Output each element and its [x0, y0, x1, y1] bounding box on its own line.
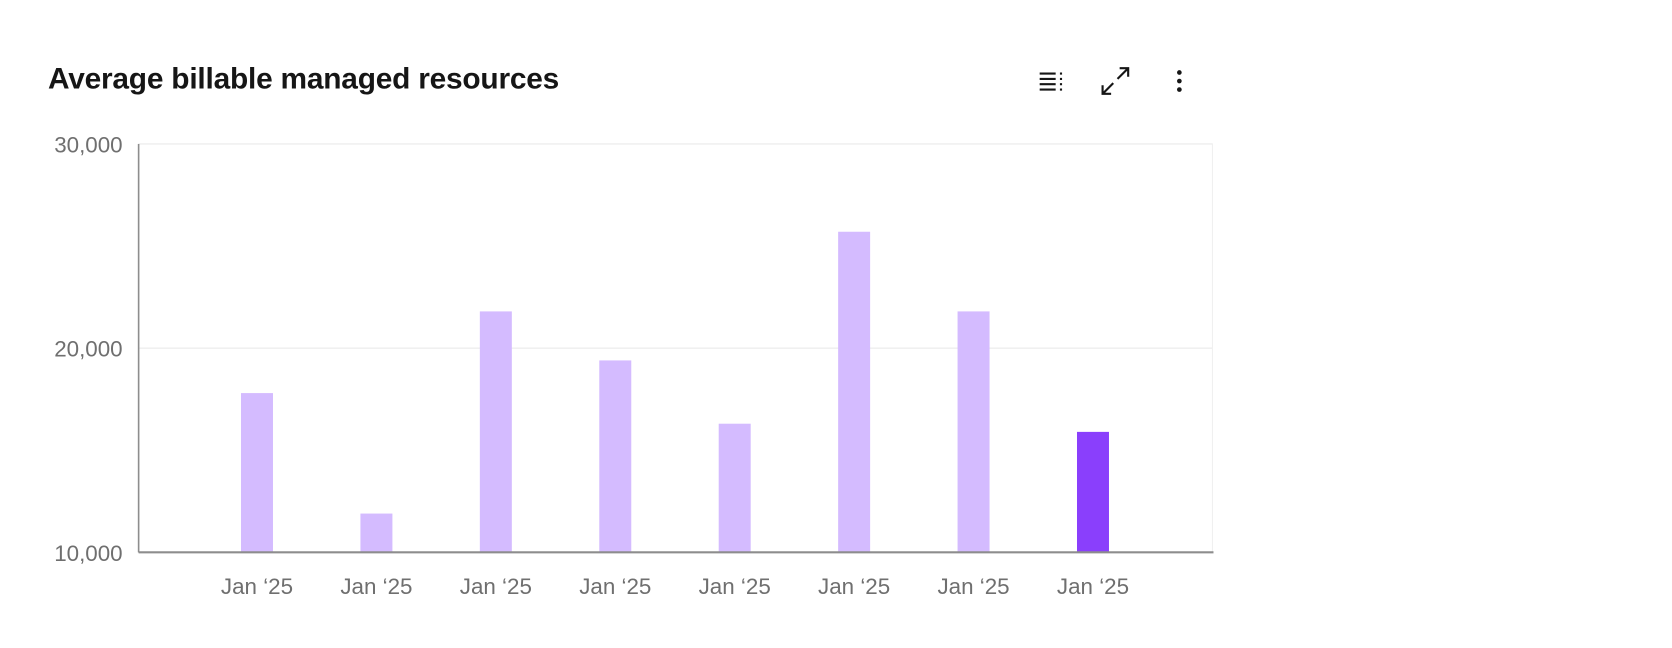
x-tick-label: Jan ‘25: [460, 574, 532, 599]
y-tick-label: 20,000: [54, 337, 122, 362]
show-table-button[interactable]: [1032, 62, 1070, 100]
bar: [479, 311, 512, 553]
maximize-icon: [1101, 67, 1130, 95]
data-table-icon: [1039, 72, 1063, 91]
bar: [1076, 431, 1109, 553]
bar: [360, 513, 393, 553]
x-tick-label: Jan ‘25: [579, 574, 651, 599]
overflow-menu-vertical-icon: [1177, 70, 1182, 92]
x-tick-label: Jan ‘25: [221, 574, 293, 599]
bar: [599, 360, 632, 553]
y-tick-label: 10,000: [54, 541, 122, 566]
x-tick-label: Jan ‘25: [699, 574, 771, 599]
overflow-menu-button[interactable]: [1160, 62, 1198, 100]
x-tick-label: Jan ‘25: [818, 574, 890, 599]
bar: [718, 423, 751, 553]
bar: [240, 393, 273, 553]
chart-title: Average billable managed resources: [47, 61, 560, 95]
x-tick-label: Jan ‘25: [1057, 574, 1129, 599]
expand-button[interactable]: [1096, 62, 1134, 100]
y-tick-label: 30,000: [54, 132, 122, 157]
x-tick-label: Jan ‘25: [340, 574, 412, 599]
bar: [838, 231, 871, 553]
bar: [957, 311, 990, 553]
x-tick-label: Jan ‘25: [937, 574, 1009, 599]
